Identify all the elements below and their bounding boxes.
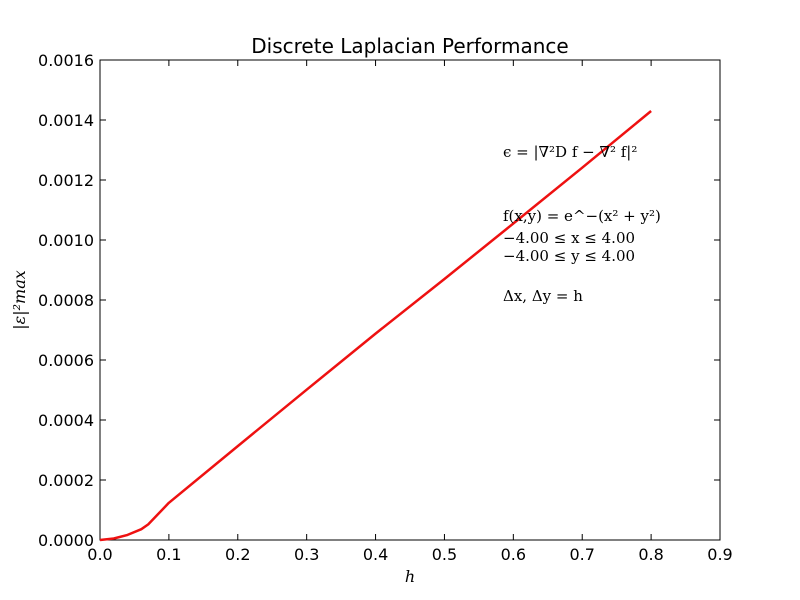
y-tick-label: 0.0006: [38, 351, 94, 370]
x-tick-label: 0.3: [294, 545, 319, 564]
x-tick-label: 0.8: [638, 545, 663, 564]
annotation-y-range: −4.00 ≤ y ≤ 4.00: [503, 247, 635, 265]
annotation-function: f(x,y) = e^−(x² + y²): [503, 207, 661, 225]
y-tick-label: 0.0012: [38, 171, 94, 190]
x-tick-label: 0.4: [363, 545, 388, 564]
x-tick-label: 0.6: [501, 545, 526, 564]
y-axis-label: |ε|²max: [10, 270, 29, 330]
x-axis-label: h: [405, 567, 415, 586]
chart-title: Discrete Laplacian Performance: [251, 34, 568, 58]
annotation-step: Δx, Δy = h: [503, 287, 583, 305]
x-tick-label: 0.2: [225, 545, 250, 564]
annotations: ϵ = |∇²D f − ∇² f|² f(x,y) = e^−(x² + y²…: [503, 143, 661, 305]
x-tick-label: 0.9: [707, 545, 732, 564]
ticks: 0.0 0.1 0.2 0.3 0.4 0.5 0.6 0.7 0.8 0.9 0.0000 0.00…: [38, 51, 733, 564]
y-tick-label: 0.0016: [38, 51, 94, 70]
annotation-error-def: ϵ = |∇²D f − ∇² f|²: [503, 143, 637, 161]
x-tick-label: 0.0: [87, 545, 112, 564]
x-tick-label: 0.1: [156, 545, 181, 564]
annotation-x-range: −4.00 ≤ x ≤ 4.00: [503, 229, 635, 247]
series-layer: [99, 110, 652, 542]
x-tick-label: 0.7: [569, 545, 594, 564]
y-tick-label: 0.0002: [38, 471, 94, 490]
y-tick-label: 0.0010: [38, 231, 94, 250]
series-line: [99, 110, 652, 542]
x-tick-label: 0.5: [432, 545, 457, 564]
y-tick-label: 0.0000: [38, 531, 94, 550]
y-tick-label: 0.0004: [38, 411, 94, 430]
y-tick-label: 0.0014: [38, 111, 94, 130]
y-tick-label: 0.0008: [38, 291, 94, 310]
